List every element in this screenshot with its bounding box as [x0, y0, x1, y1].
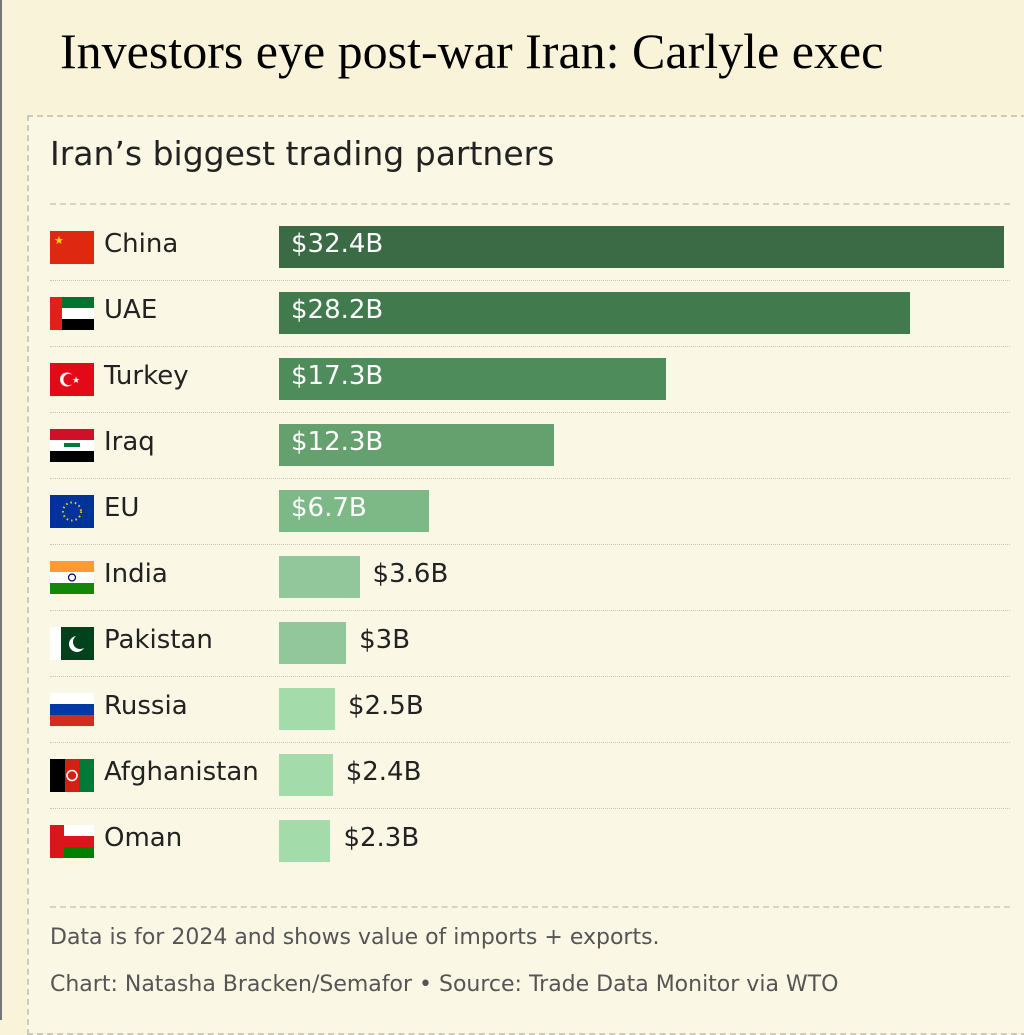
bar — [279, 292, 911, 334]
row-divider — [50, 412, 1010, 413]
bar — [279, 556, 360, 598]
bar — [279, 622, 347, 664]
bar-row-china: ★ China $32.4B — [50, 226, 1024, 270]
bar-row-pakistan: Pakistan $3B — [50, 622, 1024, 666]
category-label: EU — [104, 493, 140, 523]
bar-row-oman: Oman $2.3B — [50, 820, 1024, 864]
category-label: India — [104, 559, 168, 589]
value-label: $12.3B — [291, 427, 384, 457]
uae-flag-icon — [50, 297, 94, 330]
iraq-flag-icon — [50, 429, 94, 462]
bar — [279, 688, 335, 730]
credit: Chart: Natasha Bracken/Semafor • Source:… — [50, 972, 839, 997]
turkey-flag-icon: ★ — [50, 363, 94, 396]
bar-row-afghanistan: Afghanistan $2.4B — [50, 754, 1024, 798]
bar — [279, 754, 333, 796]
headline: Investors eye post-war Iran: Carlyle exe… — [60, 23, 884, 79]
pakistan-flag-icon — [50, 627, 94, 660]
category-label: Turkey — [104, 361, 189, 391]
category-label: Russia — [104, 691, 188, 721]
bar — [279, 358, 667, 400]
bar-row-uae: UAE $28.2B — [50, 292, 1024, 336]
row-divider — [50, 610, 1010, 611]
value-label: $28.2B — [291, 295, 384, 325]
row-divider — [50, 808, 1010, 809]
row-divider — [50, 676, 1010, 677]
bar-row-russia: Russia $2.5B — [50, 688, 1024, 732]
oman-flag-icon — [50, 825, 94, 858]
bar — [279, 820, 331, 862]
value-label: $2.3B — [343, 823, 420, 853]
bar-row-india: India $3.6B — [50, 556, 1024, 600]
india-flag-icon — [50, 561, 94, 594]
china-flag-icon: ★ — [50, 231, 94, 264]
category-label: Pakistan — [104, 625, 213, 655]
row-divider — [50, 742, 1010, 743]
category-label: Iraq — [104, 427, 155, 457]
russia-flag-icon — [50, 693, 94, 726]
footer-divider — [50, 906, 1010, 908]
category-label: Oman — [104, 823, 183, 853]
eu-flag-icon — [50, 495, 94, 528]
bar-row-turkey: ★ Turkey $17.3B — [50, 358, 1024, 402]
bar — [279, 490, 429, 532]
footnote: Data is for 2024 and shows value of impo… — [50, 925, 660, 950]
bar-row-iraq: Iraq $12.3B — [50, 424, 1024, 468]
svg-text:★: ★ — [54, 234, 64, 247]
title-divider — [50, 203, 1010, 205]
value-label: $17.3B — [291, 361, 384, 391]
category-label: Afghanistan — [104, 757, 259, 787]
row-divider — [50, 346, 1010, 347]
svg-text:★: ★ — [72, 376, 80, 386]
bar — [279, 226, 1004, 268]
category-label: UAE — [104, 295, 158, 325]
value-label: $2.5B — [347, 691, 424, 721]
chart-card — [27, 115, 1024, 1035]
value-label: $3B — [359, 625, 411, 655]
category-label: China — [104, 229, 179, 259]
value-label: $32.4B — [291, 229, 384, 259]
row-divider — [50, 544, 1010, 545]
value-label: $6.7B — [291, 493, 367, 523]
row-divider — [50, 280, 1010, 281]
window-edge — [0, 0, 2, 1020]
value-label: $2.4B — [345, 757, 422, 787]
row-divider — [50, 478, 1010, 479]
afghanistan-flag-icon — [50, 759, 94, 792]
chart-title: Iran’s biggest trading partners — [50, 134, 555, 173]
bar — [279, 424, 555, 466]
bar-row-eu: EU $6.7B — [50, 490, 1024, 534]
value-label: $3.6B — [372, 559, 449, 589]
